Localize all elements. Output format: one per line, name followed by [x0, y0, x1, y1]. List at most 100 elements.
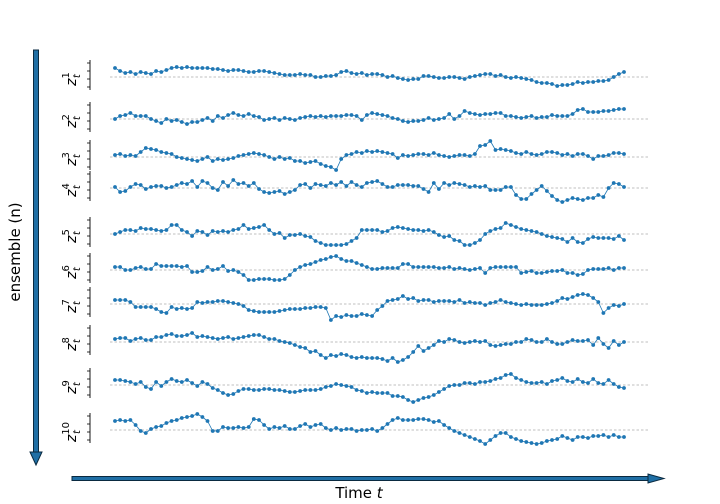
series-5-point-84: [539, 232, 544, 236]
series-7-point-98: [611, 303, 616, 307]
series-10-point-48: [354, 429, 359, 433]
series-2-point-62: [426, 116, 431, 120]
series-10-point-84: [539, 441, 544, 445]
series-7-point-86: [550, 301, 554, 305]
series-7-point-70: [467, 300, 472, 304]
series-1-point-72: [478, 73, 482, 77]
series-10-point-51: [370, 427, 374, 431]
series-1-point-11: [164, 68, 169, 72]
series-7-point-79: [514, 302, 518, 306]
series-2-point-51: [370, 111, 374, 115]
series-10-point-94: [591, 434, 596, 438]
series-10-point-58: [406, 418, 410, 422]
series-8-point-4: [128, 339, 133, 343]
series-1-point-16: [190, 66, 195, 70]
series-5-point-100: [622, 238, 626, 242]
series-5-point-99: [617, 234, 621, 238]
series-4-point-43: [329, 181, 333, 185]
series-3-point-5: [133, 154, 138, 158]
series-9-point-36: [293, 390, 297, 394]
series-6-point-73: [483, 271, 488, 275]
series-7-point-57: [401, 294, 405, 298]
series-5-point-46: [344, 242, 349, 246]
series-9-line: [115, 373, 625, 403]
series-10-point-69: [462, 433, 467, 437]
series-4-point-83: [534, 188, 539, 192]
series-5-point-88: [560, 237, 565, 241]
series-4-point-85: [545, 189, 549, 193]
series-5-point-69: [462, 243, 467, 247]
series-4-point-98: [611, 181, 616, 185]
series-10: z10t: [61, 412, 648, 446]
series-7-point-49: [359, 312, 364, 316]
series-2-point-52: [375, 112, 380, 116]
series-7-point-97: [606, 306, 611, 310]
series-6-point-85: [545, 270, 549, 274]
series-2-point-64: [437, 117, 441, 121]
series-2-point-9: [154, 119, 159, 123]
series-9-point-61: [421, 396, 426, 400]
series-2-point-18: [200, 118, 205, 122]
series-2-point-68: [457, 114, 462, 118]
series-5-point-40: [313, 239, 318, 243]
series-10-point-75: [493, 434, 498, 438]
series-5-point-78: [509, 223, 513, 227]
series-3-label: z3t: [61, 152, 83, 167]
series-9-point-41: [318, 387, 323, 391]
series-5-point-96: [601, 236, 606, 240]
series-5-point-82: [529, 229, 534, 233]
series-4-point-28: [251, 181, 256, 185]
series-5-point-90: [570, 236, 575, 240]
series-label-subscript: t: [72, 338, 83, 343]
series-7-point-80: [519, 303, 524, 307]
series-5-point-19: [205, 233, 210, 237]
series-1-point-24: [231, 68, 236, 72]
series-9-point-60: [416, 398, 421, 402]
series-6-point-66: [447, 265, 452, 269]
series-2-point-78: [509, 114, 513, 118]
series-4-point-35: [287, 190, 292, 194]
series-3-point-12: [169, 152, 174, 156]
series-10-point-27: [246, 425, 251, 429]
series-8-point-68: [457, 340, 462, 344]
series-3-point-62: [426, 153, 431, 157]
series-7-point-92: [581, 292, 585, 296]
series-6-point-63: [431, 265, 436, 269]
series-10-point-29: [257, 418, 261, 422]
series-1-point-84: [539, 81, 544, 85]
series-4-point-41: [318, 183, 323, 187]
series-9-point-82: [529, 381, 534, 385]
series-1-point-41: [318, 75, 323, 79]
series-2-point-33: [277, 118, 282, 122]
series-3-point-49: [359, 151, 364, 155]
series-7-point-35: [287, 307, 292, 311]
series-1-point-52: [375, 72, 380, 76]
series-9-point-21: [215, 388, 220, 392]
series-4-point-95: [596, 193, 601, 197]
series-1-point-7: [143, 71, 148, 75]
series-label-base: z: [64, 271, 80, 280]
series-6-line: [115, 255, 624, 281]
series-8-point-84: [539, 340, 544, 344]
series-7-point-8: [149, 305, 153, 309]
series-1-point-25: [236, 68, 241, 72]
series-1-point-65: [442, 76, 446, 80]
series-2-point-83: [534, 116, 539, 120]
series-6-point-5: [133, 266, 138, 270]
series-8-point-71: [473, 339, 477, 343]
series-10-point-64: [437, 419, 441, 423]
series-9-point-69: [462, 381, 467, 385]
series-1-point-34: [282, 73, 287, 77]
series-6-point-51: [370, 267, 374, 271]
series-1-point-79: [514, 75, 518, 79]
series-6-point-39: [308, 262, 313, 266]
series-1-point-89: [565, 83, 570, 87]
series-10-point-56: [395, 416, 400, 420]
series-3-point-8: [149, 147, 153, 151]
series-6-point-28: [251, 278, 256, 282]
series-10-point-31: [267, 427, 272, 431]
series-4-point-99: [617, 182, 621, 186]
series-7-point-54: [385, 299, 390, 303]
series-9-point-14: [179, 380, 184, 384]
series-6-point-20: [210, 268, 215, 272]
